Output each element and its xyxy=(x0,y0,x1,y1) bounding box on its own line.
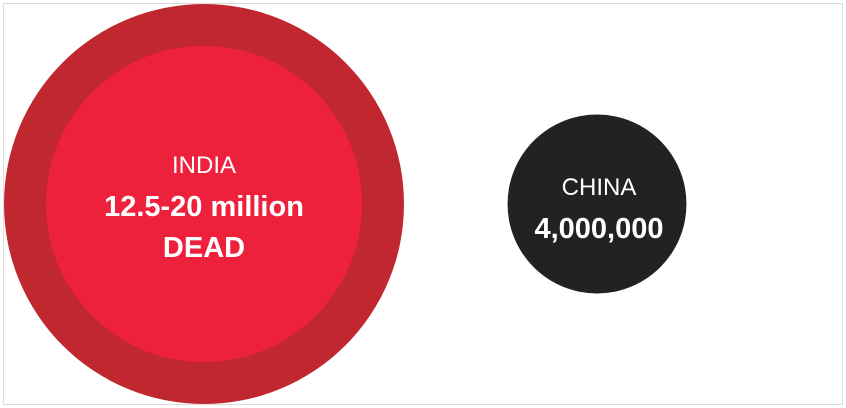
india-min-bubble xyxy=(45,45,363,363)
china-bubble xyxy=(507,114,687,294)
india-value-label: 12.5-20 million xyxy=(104,191,304,223)
china-value-label: 4,000,000 xyxy=(534,213,663,245)
china-country-label: CHINA xyxy=(562,174,637,201)
india-country-label: INDIA xyxy=(172,152,236,179)
india-dead-label: DEAD xyxy=(163,232,245,264)
